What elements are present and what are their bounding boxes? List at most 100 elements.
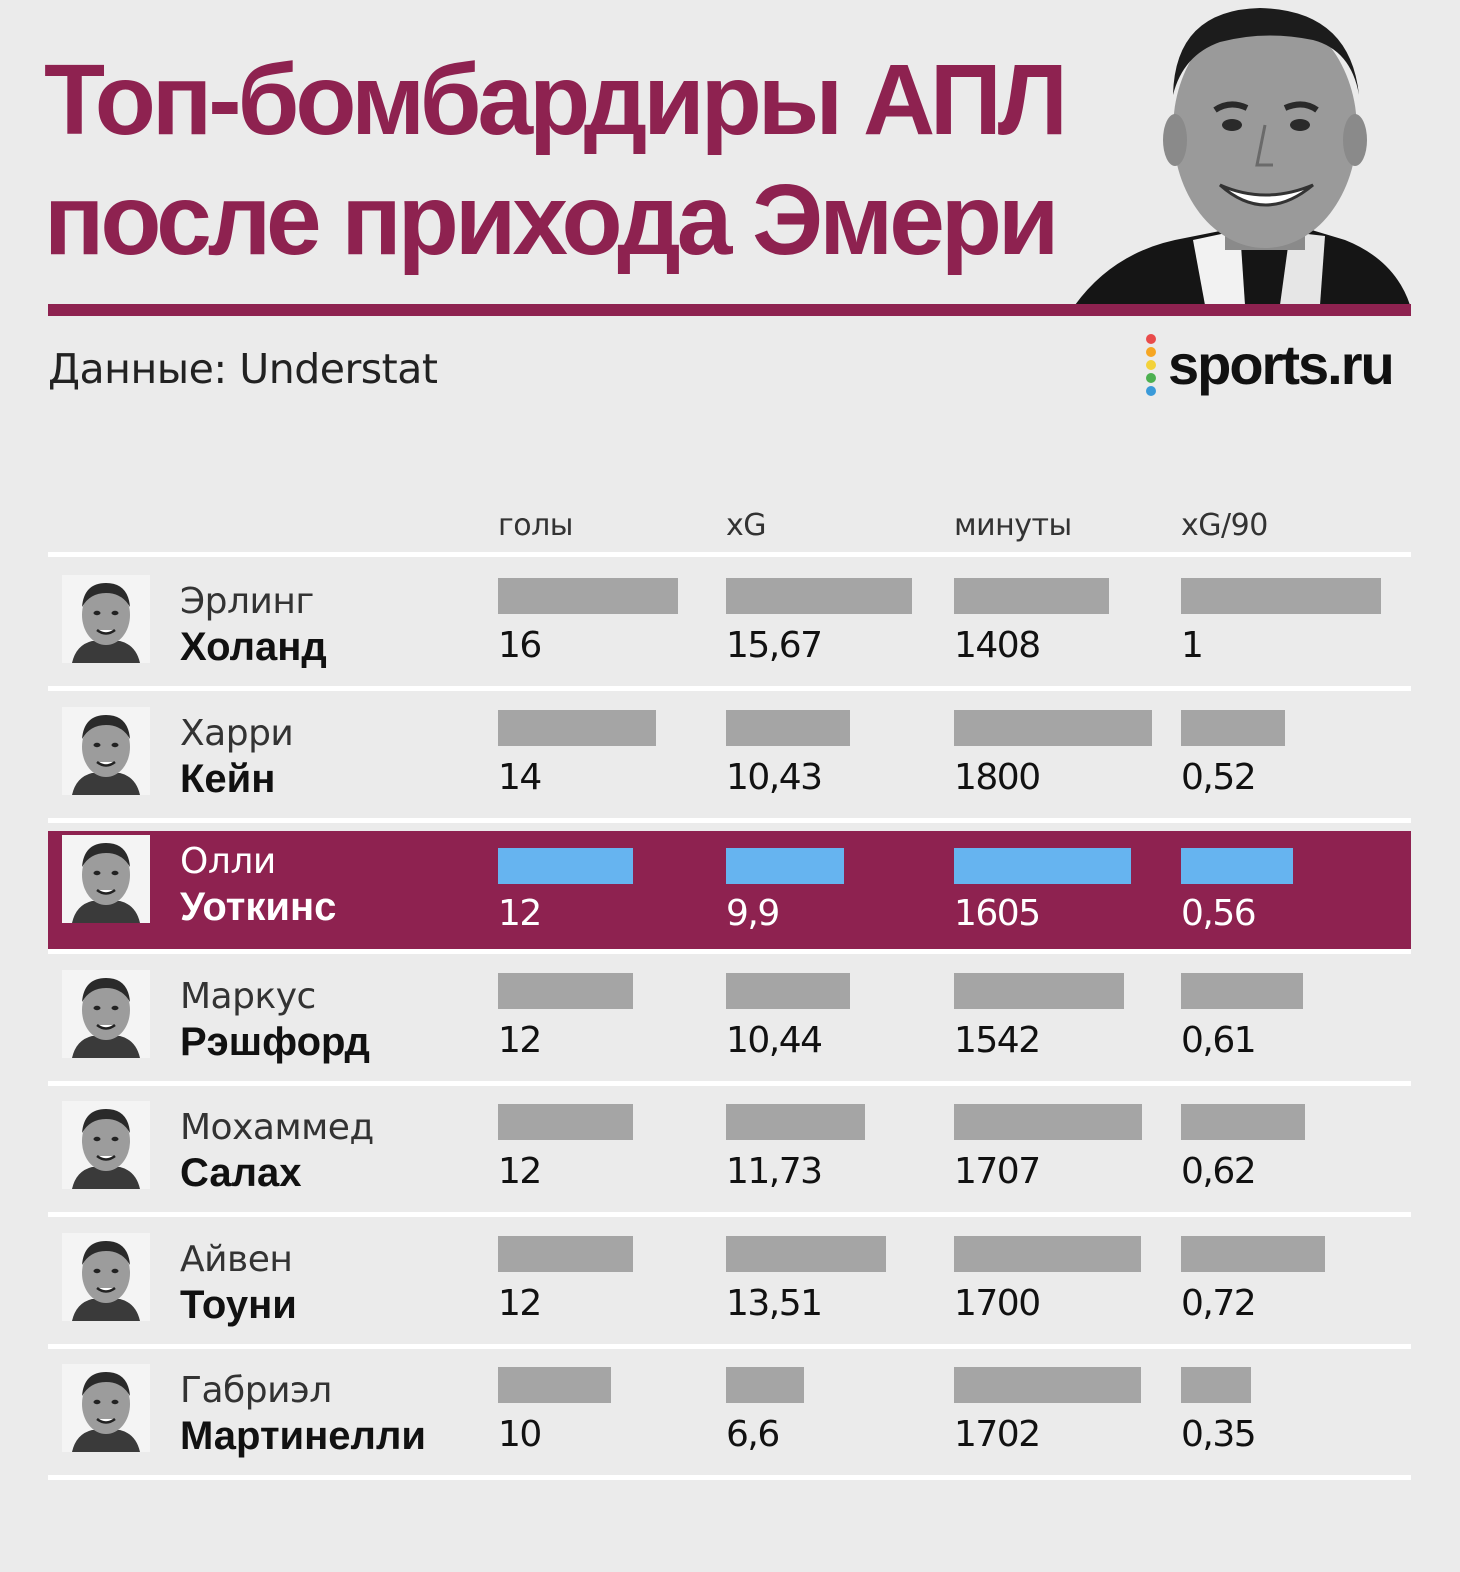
table-row: Айвен Тоуни 12 13,51 1700 0,72 (48, 1229, 1411, 1343)
column-header: xG/90 (1181, 508, 1268, 543)
player-photo-icon (62, 969, 150, 1058)
value-minutes: 1542 (954, 1019, 1041, 1061)
bar-xg (726, 578, 912, 614)
bar-xg90 (1181, 1235, 1325, 1272)
row-separator (48, 949, 1411, 954)
value-goals: 12 (498, 893, 542, 934)
row-separator (48, 1080, 1411, 1086)
value-goals: 10 (498, 1414, 542, 1455)
value-xg: 10,44 (726, 1019, 823, 1061)
value-xg: 6,6 (726, 1414, 780, 1455)
value-xg: 13,51 (726, 1282, 823, 1324)
bar-xg90 (1181, 709, 1285, 746)
value-goals: 16 (498, 625, 542, 666)
bar-goals (498, 848, 633, 884)
data-source: Данные: Understat (48, 345, 438, 393)
value-xg90: 0,72 (1181, 1282, 1257, 1324)
player-last-name: Салах (180, 1151, 302, 1195)
player-first-name: Харри (180, 712, 294, 754)
value-xg90: 0,35 (1181, 1414, 1257, 1455)
player-photo-icon (62, 1101, 150, 1189)
coach-portrait (1075, 0, 1410, 305)
value-minutes: 1700 (954, 1282, 1041, 1324)
logo-dot (1146, 360, 1156, 370)
bar-goals (498, 709, 656, 746)
bar-goals (498, 972, 633, 1009)
row-separator (48, 1475, 1411, 1480)
title-line-1: Топ-бомбардиры АПЛ (44, 44, 1068, 156)
bar-minutes (954, 578, 1109, 614)
player-last-name: Тоуни (180, 1282, 297, 1327)
value-minutes: 1800 (954, 756, 1041, 798)
bar-goals (498, 1367, 611, 1403)
bar-xg (726, 1367, 804, 1403)
table-row: Олли Уоткинс 12 9,9 1605 0,56 (48, 831, 1411, 949)
value-xg: 10,43 (726, 756, 823, 798)
value-xg: 15,67 (726, 625, 823, 666)
value-goals: 12 (498, 1282, 542, 1324)
title-line-2: после прихода Эмери (44, 164, 1059, 276)
column-header: голы (498, 508, 573, 543)
player-photo-icon (62, 706, 150, 795)
bar-minutes (954, 1104, 1142, 1140)
player-first-name: Мохаммед (180, 1107, 374, 1148)
value-minutes: 1702 (954, 1414, 1041, 1455)
value-xg90: 0,52 (1181, 756, 1257, 798)
logo-text: sports.ru (1168, 333, 1395, 396)
player-first-name: Олли (180, 841, 276, 882)
logo-dot (1146, 373, 1156, 383)
column-header: минуты (954, 508, 1072, 543)
table-row: Эрлинг Холанд 16 15,67 1408 1 (48, 571, 1411, 685)
bar-minutes (954, 709, 1152, 746)
player-photo-icon (62, 1364, 150, 1452)
page-title: Топ-бомбардиры АПЛ после прихода Эмери (44, 40, 1068, 280)
bar-minutes (954, 1235, 1141, 1272)
value-minutes: 1605 (954, 893, 1041, 934)
bar-goals (498, 1235, 633, 1272)
value-xg90: 0,62 (1181, 1151, 1257, 1192)
row-separator (48, 817, 1411, 823)
bar-xg (726, 972, 850, 1009)
value-minutes: 1408 (954, 625, 1041, 666)
value-goals: 12 (498, 1019, 542, 1061)
value-xg: 11,73 (726, 1151, 823, 1192)
player-last-name: Холанд (180, 625, 327, 669)
row-separator (48, 552, 1411, 557)
row-separator (48, 686, 1411, 691)
player-first-name: Эрлинг (180, 581, 314, 622)
bar-xg90 (1181, 848, 1293, 884)
player-first-name: Маркус (180, 975, 316, 1017)
bar-xg90 (1181, 972, 1303, 1009)
player-photo-icon (62, 575, 150, 663)
row-separator (48, 1343, 1411, 1349)
logo-dot (1146, 386, 1156, 396)
bar-xg90 (1181, 1367, 1251, 1403)
player-photo-icon (62, 835, 150, 923)
bar-xg (726, 1104, 865, 1140)
column-header: xG (726, 508, 767, 543)
value-xg: 9,9 (726, 893, 780, 934)
bar-xg90 (1181, 1104, 1305, 1140)
title-rule (48, 304, 1411, 316)
value-xg90: 0,56 (1181, 893, 1257, 934)
bar-minutes (954, 1367, 1141, 1403)
logo-dot (1146, 347, 1156, 357)
table-row: Харри Кейн 14 10,43 1800 0,52 (48, 703, 1411, 817)
player-last-name: Уоткинс (180, 885, 337, 929)
row-separator (48, 1212, 1411, 1217)
table-row: Маркус Рэшфорд 12 10,44 1542 0,61 (48, 966, 1411, 1080)
value-xg90: 0,61 (1181, 1019, 1257, 1061)
logo-dots-icon (1146, 334, 1158, 399)
bar-minutes (954, 848, 1131, 884)
player-first-name: Айвен (180, 1238, 293, 1280)
bar-minutes (954, 972, 1124, 1009)
value-xg90: 1 (1181, 625, 1204, 666)
value-minutes: 1707 (954, 1151, 1041, 1192)
value-goals: 14 (498, 756, 542, 798)
bar-goals (498, 578, 678, 614)
value-goals: 12 (498, 1151, 542, 1192)
bar-xg (726, 1235, 886, 1272)
player-photo-icon (62, 1232, 150, 1321)
bar-xg (726, 709, 850, 746)
player-last-name: Кейн (180, 756, 276, 801)
